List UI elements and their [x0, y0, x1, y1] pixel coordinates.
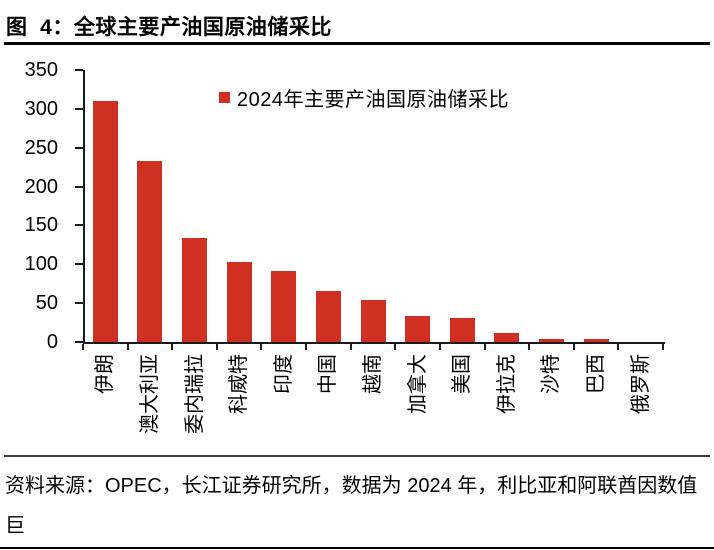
- chart-bar: [226, 261, 252, 342]
- chart-bar: [271, 270, 297, 342]
- x-category-label: 委内瑞拉: [183, 354, 206, 434]
- x-tick-mark: [171, 344, 174, 350]
- y-tick-mark: [75, 302, 83, 305]
- chart-bar: [182, 237, 208, 342]
- y-tick-mark: [75, 146, 83, 149]
- bottom-border: [0, 547, 714, 549]
- y-tick-mark: [75, 341, 83, 343]
- x-tick-mark: [438, 344, 441, 350]
- chart-bar: [92, 101, 118, 342]
- x-tick-mark: [528, 344, 531, 350]
- chart-bar: [315, 291, 341, 342]
- plot-area: [83, 70, 665, 344]
- y-tick-label: 350: [24, 59, 58, 81]
- chart-bar: [360, 300, 386, 342]
- y-tick-mark: [75, 263, 83, 266]
- bar-chart: 0 50 100 150 200 250 300 350 伊朗 澳大利亚 委内瑞拉 科威特 印度 中国越…: [24, 59, 665, 434]
- y-tick-mark: [75, 107, 83, 110]
- x-category-label: 加拿大: [406, 354, 429, 414]
- x-tick-mark: [305, 344, 308, 350]
- y-tick-mark: [75, 185, 83, 188]
- x-tick-mark: [349, 344, 352, 350]
- y-tick-label: 0: [46, 331, 58, 353]
- chart-legend: 2024年主要产油国原油储采比: [219, 83, 509, 112]
- x-tick-mark: [82, 344, 84, 350]
- source-note-line: 资料来源：OPEC，长江证券研究所，数据为 2024 年，利比亚和阿联酋因数值巨: [5, 475, 698, 537]
- x-category-label: 伊朗: [94, 354, 117, 394]
- x-category-label: 澳大利亚: [138, 354, 161, 434]
- chart-bar: [449, 317, 475, 342]
- x-category-label: 越南: [362, 354, 384, 394]
- y-tick-label: 50: [35, 292, 58, 315]
- legend-marker-square: [219, 92, 230, 103]
- x-category-label: 伊拉克: [495, 354, 518, 414]
- title-divider: [4, 42, 710, 45]
- y-tick-label: 300: [24, 97, 58, 120]
- footer-divider: [4, 455, 710, 457]
- figure-title: 图 4：全球主要产油国原油储采比: [6, 16, 332, 39]
- y-tick-label: 250: [24, 136, 58, 159]
- y-tick-mark: [75, 69, 83, 71]
- x-tick-mark: [617, 344, 620, 350]
- chart-bar: [494, 333, 520, 342]
- x-tick-mark: [126, 344, 129, 350]
- chart-bar: [538, 338, 564, 342]
- x-tick-mark: [394, 344, 397, 350]
- x-category-label: 美国: [451, 354, 474, 394]
- legend-label: 2024年主要产油国原油储采比: [237, 89, 509, 111]
- x-category-label: 巴西: [585, 354, 608, 394]
- chart-bar: [405, 316, 431, 342]
- x-tick-mark: [572, 344, 575, 350]
- y-tick-mark: [75, 224, 83, 227]
- x-tick-mark: [483, 344, 486, 350]
- y-tick-label: 150: [24, 214, 58, 237]
- x-tick-mark: [260, 344, 263, 350]
- x-category-label: 印度: [272, 354, 295, 394]
- x-tick-mark: [215, 344, 218, 350]
- x-category-label: 俄罗斯: [629, 354, 652, 414]
- x-category-label: 科威特: [228, 354, 251, 414]
- x-category-label: 沙特: [540, 354, 563, 394]
- x-tick-mark: [662, 344, 664, 350]
- y-tick-label: 200: [24, 175, 58, 198]
- source-note: 资料来源：OPEC，长江证券研究所，数据为 2024 年，利比亚和阿联酋因数值巨…: [5, 466, 709, 550]
- y-tick-label: 100: [24, 253, 58, 276]
- chart-bar: [137, 160, 163, 342]
- chart-bar: [583, 338, 609, 342]
- x-category-label: 中国: [317, 354, 340, 394]
